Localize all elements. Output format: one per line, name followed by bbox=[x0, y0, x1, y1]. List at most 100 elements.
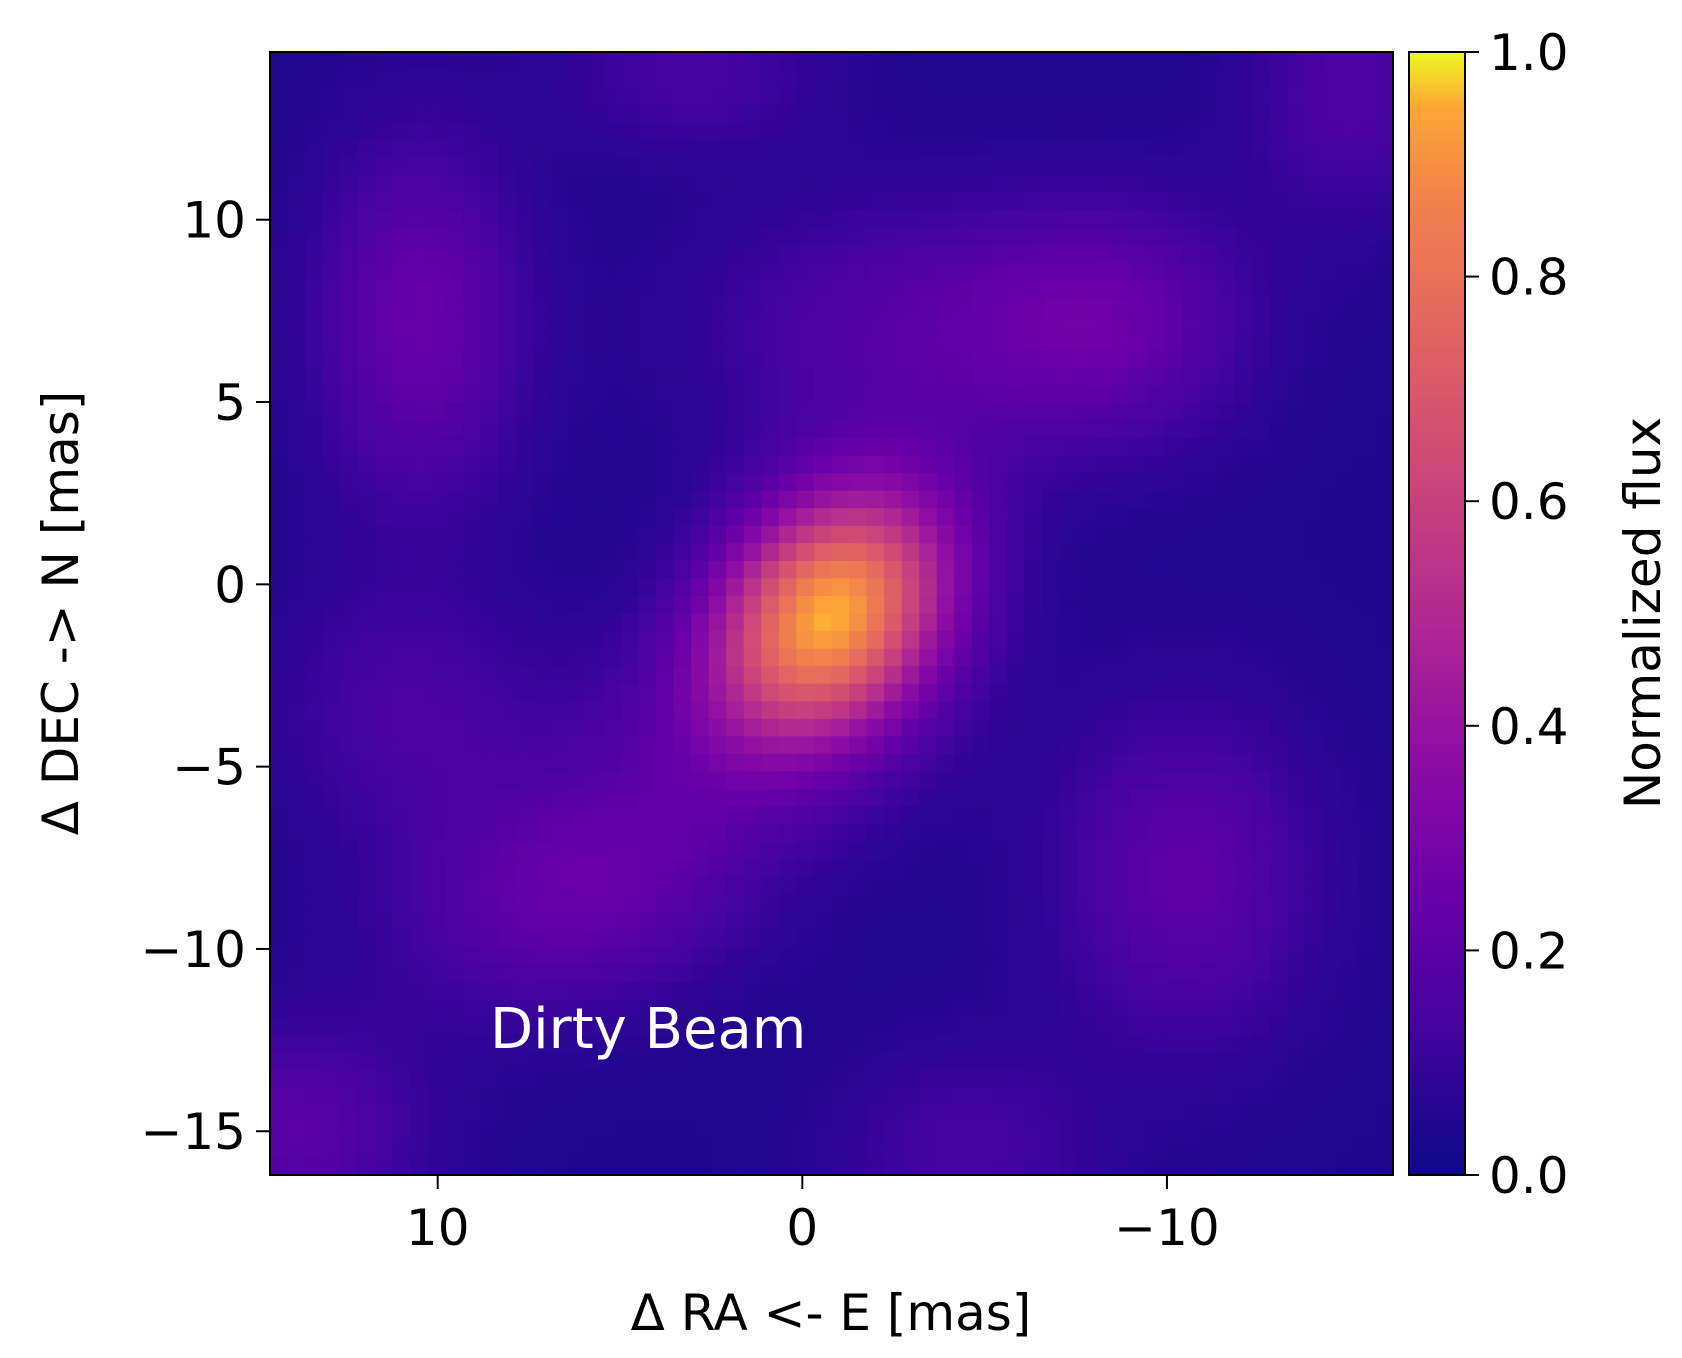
heatmap-cell bbox=[1217, 578, 1236, 597]
heatmap-cell bbox=[357, 1122, 376, 1141]
heatmap-cell bbox=[1357, 1104, 1377, 1123]
heatmap-cell bbox=[743, 157, 762, 176]
heatmap-cell bbox=[1042, 824, 1061, 843]
heatmap-cell bbox=[375, 297, 394, 316]
heatmap-cell bbox=[919, 543, 938, 562]
heatmap-cell bbox=[1340, 245, 1359, 264]
heatmap-cell bbox=[1270, 525, 1289, 544]
heatmap-cell bbox=[1357, 69, 1377, 88]
heatmap-cell bbox=[831, 420, 850, 439]
heatmap-cell bbox=[936, 332, 955, 351]
heatmap-cell bbox=[778, 701, 798, 720]
heatmap-cell bbox=[1287, 227, 1306, 246]
heatmap-cell bbox=[1006, 753, 1026, 773]
heatmap-cell bbox=[1322, 753, 1341, 773]
heatmap-cell bbox=[778, 69, 798, 88]
heatmap-cell bbox=[989, 1122, 1008, 1141]
heatmap-cell bbox=[761, 1017, 780, 1036]
heatmap-cell bbox=[919, 631, 938, 650]
heatmap-cell bbox=[287, 841, 306, 860]
heatmap-cell bbox=[936, 1034, 955, 1053]
heatmap-cell bbox=[831, 911, 850, 930]
heatmap-cell bbox=[1340, 859, 1359, 878]
heatmap-cell bbox=[1235, 1087, 1254, 1106]
heatmap-cell bbox=[743, 122, 762, 141]
heatmap-cell bbox=[410, 1139, 429, 1159]
heatmap-cell bbox=[305, 1017, 324, 1036]
heatmap-cell bbox=[340, 613, 359, 632]
heatmap-cell bbox=[620, 350, 640, 369]
heatmap-cell bbox=[884, 560, 903, 580]
heatmap-cell bbox=[796, 52, 815, 71]
heatmap-cell bbox=[1059, 367, 1078, 386]
heatmap-cell bbox=[392, 1139, 411, 1159]
heatmap-cell bbox=[638, 841, 657, 860]
heatmap-cell bbox=[1112, 139, 1131, 158]
heatmap-cell bbox=[1006, 1034, 1026, 1053]
heatmap-cell bbox=[849, 490, 868, 509]
heatmap-cell bbox=[305, 701, 324, 720]
heatmap-cell bbox=[568, 473, 587, 492]
heatmap-cell bbox=[813, 508, 833, 527]
heatmap-cell bbox=[901, 1104, 920, 1123]
heatmap-cell bbox=[1199, 1017, 1219, 1036]
heatmap-cell bbox=[989, 631, 1008, 650]
heatmap-cell bbox=[1042, 297, 1061, 316]
heatmap-cell bbox=[305, 1104, 324, 1123]
heatmap-cell bbox=[270, 402, 289, 422]
heatmap-cell bbox=[796, 666, 815, 685]
heatmap-cell bbox=[1340, 841, 1359, 860]
heatmap-cell bbox=[1287, 964, 1306, 983]
heatmap-cell bbox=[620, 806, 640, 825]
heatmap-cell bbox=[954, 876, 973, 895]
heatmap-cell bbox=[901, 560, 920, 580]
heatmap-cell bbox=[971, 824, 991, 843]
heatmap-cell bbox=[1322, 245, 1341, 264]
heatmap-cell bbox=[884, 666, 903, 685]
heatmap-cell bbox=[1305, 174, 1324, 193]
heatmap-cell bbox=[691, 736, 710, 755]
heatmap-cell bbox=[603, 841, 622, 860]
heatmap-cell bbox=[726, 1034, 745, 1053]
heatmap-cell bbox=[1042, 666, 1061, 685]
heatmap-cell bbox=[1217, 420, 1236, 439]
heatmap-cell bbox=[1059, 52, 1078, 71]
heatmap-cell bbox=[813, 806, 833, 825]
heatmap-cell bbox=[410, 560, 429, 580]
heatmap-cell bbox=[743, 999, 762, 1018]
heatmap-cell bbox=[427, 1052, 447, 1071]
heatmap-cell bbox=[603, 683, 622, 702]
heatmap-cell bbox=[603, 209, 622, 229]
heatmap-cell bbox=[1287, 1157, 1306, 1175]
heatmap-cell bbox=[427, 718, 447, 737]
heatmap-cell bbox=[322, 981, 341, 1001]
heatmap-cell bbox=[743, 613, 762, 632]
heatmap-cell bbox=[1305, 508, 1324, 527]
heatmap-cell bbox=[1340, 402, 1359, 422]
heatmap-cell bbox=[954, 736, 973, 755]
heatmap-cell bbox=[989, 1052, 1008, 1071]
heatmap-cell bbox=[1006, 490, 1026, 509]
heatmap-cell bbox=[375, 946, 394, 966]
heatmap-cell bbox=[778, 122, 798, 141]
heatmap-cell bbox=[866, 280, 885, 299]
heatmap-cell bbox=[1006, 683, 1026, 702]
heatmap-cell bbox=[1094, 999, 1113, 1018]
heatmap-cell bbox=[638, 911, 657, 930]
heatmap-cell bbox=[638, 104, 657, 123]
heatmap-cell bbox=[813, 297, 833, 316]
heatmap-cell bbox=[568, 490, 587, 509]
heatmap-cell bbox=[1375, 613, 1393, 632]
heatmap-cell bbox=[603, 543, 622, 562]
heatmap-cell bbox=[427, 280, 447, 299]
heatmap-cell bbox=[1357, 613, 1377, 632]
heatmap-cell bbox=[831, 508, 850, 527]
heatmap-cell bbox=[691, 227, 710, 246]
heatmap-cell bbox=[1217, 1034, 1236, 1053]
heatmap-cell bbox=[392, 876, 411, 895]
heatmap-cell bbox=[1112, 788, 1131, 808]
heatmap-cell bbox=[971, 52, 991, 71]
heatmap-cell bbox=[1147, 104, 1166, 123]
heatmap-cell bbox=[1305, 964, 1324, 983]
heatmap-cell bbox=[761, 402, 780, 422]
